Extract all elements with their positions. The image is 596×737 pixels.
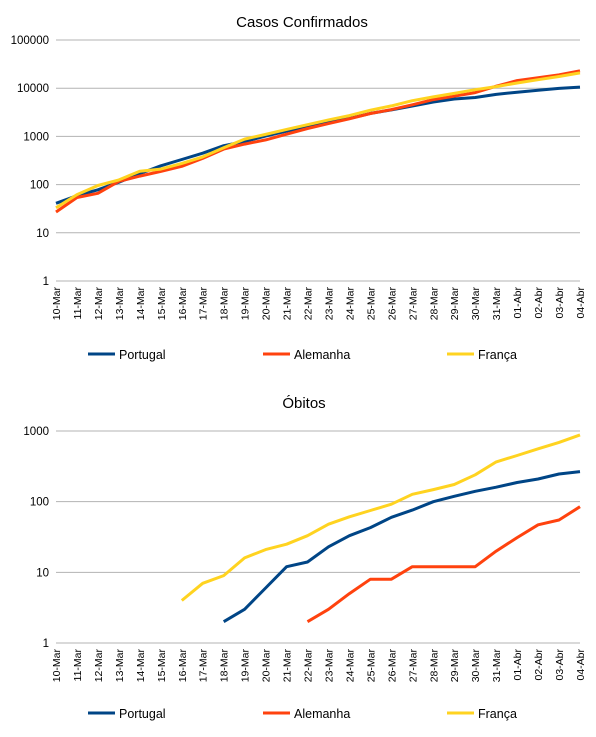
chart-title: Óbitos: [282, 395, 325, 412]
x-tick-label: 11-Mar: [72, 649, 84, 682]
x-tick-label: 14-Mar: [135, 287, 147, 321]
y-tick-label: 10000: [17, 83, 49, 95]
chart-obitos: Óbitos 1 10 100 1000 10-Mar 11-Mar 12-Mar 13-M…: [23, 395, 587, 721]
x-axis-ticks: 10-Mar 11-Mar 12-Mar 13-Mar 14-Mar 15-Mar 16-M…: [51, 286, 587, 320]
x-tick-label: 30-Mar: [470, 649, 482, 683]
x-tick-label: 25-Mar: [365, 287, 377, 321]
series-line-portugal: [222, 470, 581, 623]
gridlines: [56, 430, 580, 644]
legend-item-alemanha: Alemanha: [263, 348, 350, 362]
x-tick-label: 27-Mar: [407, 287, 419, 321]
legend-item-portugal: Portugal: [88, 348, 166, 362]
series-lines: [55, 69, 581, 214]
y-tick-label: 10: [36, 228, 49, 240]
x-tick-label: 19-Mar: [240, 287, 252, 321]
legend-item-franca: França: [447, 348, 517, 362]
series-line-alemanha: [55, 69, 581, 214]
y-tick-label: 100000: [11, 35, 49, 47]
x-tick-label: 01-Abr: [512, 648, 524, 680]
x-axis-ticks: 10-Mar 11-Mar 12-Mar 13-Mar 14-Mar 15-Mar 16-M…: [51, 648, 587, 682]
x-tick-label: 10-Mar: [51, 649, 63, 683]
x-tick-label: 29-Mar: [449, 649, 461, 683]
x-tick-label: 31-Mar: [491, 287, 503, 321]
x-tick-label: 24-Mar: [344, 649, 356, 683]
legend-label: Portugal: [119, 348, 166, 362]
legend-label: Alemanha: [294, 348, 350, 362]
x-tick-label: 27-Mar: [407, 649, 419, 683]
x-tick-label: 02-Abr: [533, 286, 545, 318]
y-axis-ticks: 1 10 100 1000 10000 100000: [11, 35, 49, 288]
y-tick-label: 100: [30, 497, 49, 509]
x-tick-label: 04-Abr: [575, 286, 587, 318]
gridlines: [56, 39, 580, 282]
y-tick-label: 1: [43, 638, 49, 650]
x-tick-label: 25-Mar: [365, 649, 377, 683]
series-line-frana: [55, 71, 581, 210]
legend-item-franca: França: [447, 707, 517, 721]
y-tick-label: 10: [36, 567, 49, 579]
x-tick-label: 03-Abr: [554, 286, 566, 318]
y-axis-ticks: 1 10 100 1000: [23, 426, 49, 650]
chart-title: Casos Confirmados: [236, 14, 368, 31]
legend-label: Alemanha: [294, 707, 350, 721]
x-tick-label: 02-Abr: [533, 648, 545, 680]
x-tick-label: 24-Mar: [344, 287, 356, 321]
x-tick-label: 22-Mar: [303, 287, 315, 321]
x-tick-label: 17-Mar: [198, 287, 210, 321]
chart-casos-confirmados: Casos Confirmados 110100100010000100000 …: [11, 14, 587, 362]
x-tick-label: 26-Mar: [386, 649, 398, 683]
x-tick-label: 12-Mar: [93, 287, 105, 321]
x-tick-label: 04-Abr: [575, 648, 587, 680]
x-tick-label: 14-Mar: [135, 649, 147, 683]
series-lines: [180, 433, 581, 623]
x-tick-label: 30-Mar: [470, 287, 482, 321]
x-tick-label: 28-Mar: [428, 649, 440, 683]
x-tick-label: 01-Abr: [512, 286, 524, 318]
legend: Portugal Alemanha França: [88, 707, 517, 721]
x-tick-label: 15-Mar: [156, 649, 168, 683]
x-tick-label: 26-Mar: [386, 287, 398, 321]
x-tick-label: 18-Mar: [219, 287, 231, 321]
y-tick-label: 1000: [23, 426, 49, 438]
legend-label: França: [478, 348, 517, 362]
x-tick-label: 23-Mar: [323, 287, 335, 321]
legend-item-alemanha: Alemanha: [263, 707, 350, 721]
y-tick-label: 1000: [23, 131, 49, 143]
x-tick-label: 03-Abr: [554, 648, 566, 680]
x-tick-label: 13-Mar: [114, 287, 126, 321]
legend-item-portugal: Portugal: [88, 707, 166, 721]
legend-label: França: [478, 707, 517, 721]
x-tick-label: 17-Mar: [198, 649, 210, 683]
y-tick-label: 100: [30, 180, 49, 192]
x-tick-label: 11-Mar: [72, 287, 84, 320]
x-tick-label: 19-Mar: [240, 649, 252, 683]
x-tick-label: 23-Mar: [323, 649, 335, 683]
x-tick-label: 31-Mar: [491, 649, 503, 683]
x-tick-label: 13-Mar: [114, 649, 126, 683]
x-tick-label: 22-Mar: [303, 649, 315, 683]
x-tick-label: 21-Mar: [282, 649, 294, 683]
y-tick-label: 1: [43, 276, 49, 288]
x-tick-label: 20-Mar: [261, 287, 273, 321]
series-line-portugal: [55, 85, 581, 205]
x-tick-label: 29-Mar: [449, 287, 461, 321]
x-tick-label: 16-Mar: [177, 649, 189, 683]
x-tick-label: 28-Mar: [428, 287, 440, 321]
series-line-alemanha: [306, 505, 581, 623]
x-tick-label: 16-Mar: [177, 287, 189, 321]
x-tick-label: 15-Mar: [156, 287, 168, 321]
x-tick-label: 12-Mar: [93, 649, 105, 683]
series-line-frana: [180, 433, 581, 602]
x-tick-label: 18-Mar: [219, 649, 231, 683]
x-tick-label: 10-Mar: [51, 287, 63, 321]
legend-label: Portugal: [119, 707, 166, 721]
legend: Portugal Alemanha França: [88, 348, 517, 362]
x-tick-label: 21-Mar: [282, 287, 294, 321]
x-tick-label: 20-Mar: [261, 649, 273, 683]
